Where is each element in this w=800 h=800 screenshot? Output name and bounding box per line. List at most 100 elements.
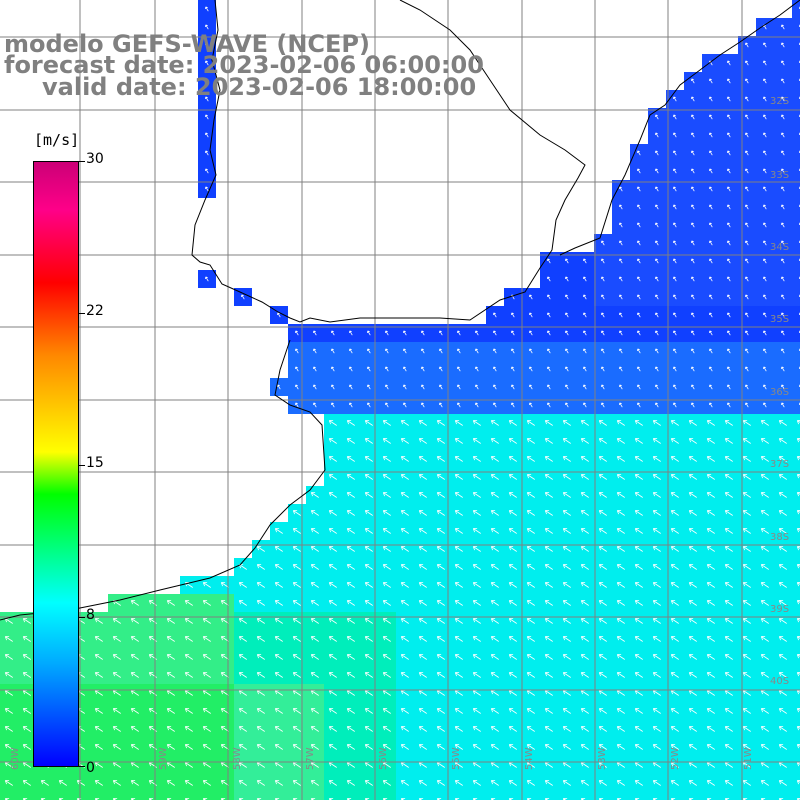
wind-arrow [547, 348, 551, 354]
wind-arrow [454, 437, 463, 444]
wind-arrow [403, 402, 407, 408]
wind-arrow [328, 581, 337, 588]
wind-speed-cell [792, 630, 800, 648]
wind-arrow [472, 563, 481, 570]
wind-arrow [490, 725, 499, 732]
wind-arrow [598, 545, 607, 552]
wind-arrow [580, 473, 589, 480]
wind-speed-cell [72, 792, 90, 800]
wind-arrow [598, 671, 607, 678]
wind-arrow [400, 635, 409, 642]
wind-arrow [454, 725, 463, 732]
wind-arrow [763, 222, 767, 228]
wind-speed-cell [792, 324, 800, 342]
wind-arrow [619, 204, 623, 210]
wind-arrow [796, 744, 800, 749]
wind-arrow [490, 671, 499, 678]
wind-arrow [472, 545, 481, 552]
wind-arrow [544, 527, 553, 534]
wind-arrow [328, 635, 337, 642]
wind-arrow [745, 96, 749, 102]
wind-arrow [616, 707, 625, 714]
wind-arrow [454, 743, 463, 750]
wind-arrow [382, 437, 391, 444]
wind-arrow [778, 797, 784, 800]
wind-arrow [745, 168, 749, 174]
wind-arrow [490, 707, 499, 714]
wind-arrow [634, 599, 643, 606]
wind-speed-cell [288, 792, 306, 800]
wind-arrow [583, 330, 587, 336]
wind-arrow [418, 617, 427, 624]
wind-arrow [781, 366, 785, 372]
wind-arrow [781, 312, 785, 318]
wind-arrow [670, 725, 679, 732]
wind-arrow [724, 473, 733, 480]
wind-arrow [652, 473, 661, 480]
wind-arrow [295, 348, 299, 354]
wind-arrow [439, 348, 443, 354]
wind-arrow [637, 366, 641, 372]
wind-arrow [418, 599, 427, 606]
wind-arrow [490, 473, 499, 480]
wind-arrow [436, 617, 445, 624]
wind-arrow [562, 779, 571, 786]
wind-arrow [637, 348, 641, 354]
wind-arrow [346, 545, 355, 552]
wind-arrow [565, 258, 569, 264]
wind-arrow [616, 491, 625, 498]
wind-arrow [688, 599, 697, 606]
wind-arrow [760, 563, 769, 570]
wind-arrow [580, 581, 589, 588]
wind-arrow [436, 635, 445, 642]
wind-arrow [616, 725, 625, 732]
wind-arrow [634, 707, 643, 714]
wind-arrow [382, 671, 391, 678]
wind-arrow [634, 473, 643, 480]
wind-arrow [205, 6, 209, 12]
wind-arrow [742, 437, 751, 444]
wind-arrow [670, 491, 679, 498]
wind-arrow [562, 509, 571, 516]
wind-arrow [364, 545, 373, 552]
wind-arrow [544, 743, 553, 750]
wind-arrow [256, 671, 265, 678]
wind-arrow [763, 150, 767, 156]
wind-arrow [580, 563, 589, 570]
wind-arrow [220, 743, 229, 750]
wind-arrow [454, 599, 463, 606]
wind-arrow [382, 509, 391, 516]
wind-arrow [4, 653, 13, 660]
wind-arrow [562, 725, 571, 732]
wind-arrow [601, 348, 605, 354]
wind-arrow [652, 491, 661, 498]
wind-arrow [760, 455, 769, 462]
wind-arrow [346, 743, 355, 750]
wind-arrow [688, 563, 697, 570]
wind-arrow [349, 348, 353, 354]
wind-arrow [328, 653, 337, 660]
wind-arrow [328, 779, 337, 786]
wind-arrow [727, 366, 731, 372]
wind-arrow [130, 797, 136, 800]
wind-arrow [763, 240, 767, 246]
wind-arrow [760, 617, 769, 624]
wind-arrow [508, 455, 517, 462]
wind-arrow [328, 419, 337, 426]
wind-arrow [652, 563, 661, 570]
wind-speed-cell [792, 252, 800, 270]
wind-arrow [688, 797, 694, 800]
wind-arrow [763, 96, 767, 102]
wind-arrow [727, 384, 731, 390]
wind-arrow [670, 563, 679, 570]
wind-arrow [457, 366, 461, 372]
wind-arrow [706, 581, 715, 588]
wind-arrow [94, 635, 103, 642]
wind-arrow [580, 653, 589, 660]
wind-arrow [763, 168, 767, 174]
wind-arrow [670, 437, 679, 444]
wind-arrow [727, 222, 731, 228]
wind-arrow [436, 527, 445, 534]
wind-arrow [256, 599, 265, 606]
wind-arrow [367, 348, 371, 354]
